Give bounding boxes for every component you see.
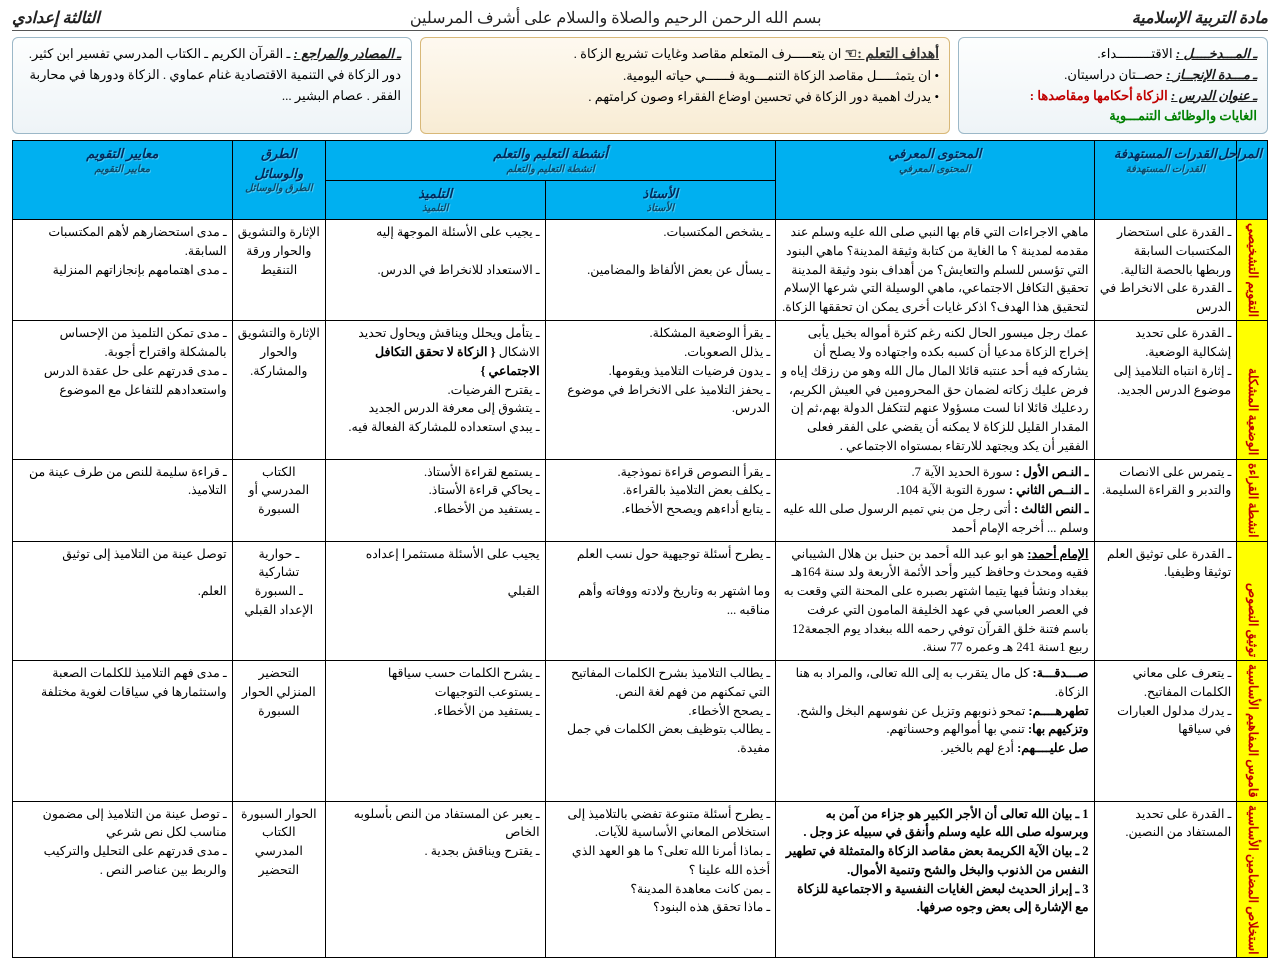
table-row: قاموس المفاهيم الأساسيةـ يتعرف على معاني… (13, 661, 1268, 802)
cell-teacher: ـ يشخص المكتسبات.ـ يسأل عن بعض الألفاظ و… (545, 220, 776, 321)
cell-content: عمك رجل ميسور الحال لكنه رغم كثرة أمواله… (776, 321, 1094, 459)
objective-2: ان يتمثـــــل مقاصد الزكاة التنمـــوية ف… (623, 68, 931, 83)
objectives-title: أهداف التعلم :☜ (845, 47, 939, 62)
cell-method: الحوار السبورة الكتاب المدرسي التحضير (232, 801, 325, 958)
cell-student: ـ يشرح الكلمات حسب سياقهاـ يستوعب التوجي… (325, 661, 545, 802)
th-teacher: الأستاذالأستاذ (545, 180, 776, 220)
cell-method: التحضير المنزلي الحوار السبورة (232, 661, 325, 802)
cell-teacher: ـ يقرأ الوضعية المشكلة.ـ يذلل الصعوبات.ـ… (545, 321, 776, 459)
cell-eval: ـ مدى فهم التلاميذ للكلمات الصعبة واستثم… (13, 661, 233, 802)
cell-method: الكتاب المدرسي أو السبورة (232, 459, 325, 541)
cell-eval: توصل عينة من التلاميذ إلى توثيقالعلم. (13, 541, 233, 661)
cell-teacher: ـ يقرأ النصوص قراءة نموذجية.ـ يكلف بعض ا… (545, 459, 776, 541)
cell-eval: ـ توصل عينة من التلاميذ إلى مضمون مناسب … (13, 801, 233, 958)
th-capacities: القدرات المستهدفةالقدرات المستهدفة (1094, 141, 1237, 220)
cell-cap: ـ القدرة على توثيق العلم توثيقا وظيفيا. (1094, 541, 1237, 661)
cell-eval: ـ مدى استحضارهم لأهم المكتسبات السابقة.ـ… (13, 220, 233, 321)
th-activities: أنشطة التعليم والتعلمانشطة التعليم والتع… (325, 141, 775, 181)
stage-cell: قاموس المفاهيم الأساسية (1237, 661, 1268, 802)
lesson-plan-table: المراحل القدرات المستهدفةالقدرات المستهد… (12, 140, 1268, 958)
stage-cell: انشطة القراءة (1237, 459, 1268, 541)
table-row: توثيق النصوصـ القدرة على توثيق العلم توث… (13, 541, 1268, 661)
val-entry: الاقتـــــــــداء. (1097, 46, 1172, 61)
cell-eval: ـ مدى تمكن التلميذ من الإحساس بالمشكلة و… (13, 321, 233, 459)
cell-cap: ـ يتعرف على معاني الكلمات المفاتيح.ـ يدر… (1094, 661, 1237, 802)
cell-teacher: ـ يطرح أسئلة توجيهية حول نسب العلموما اش… (545, 541, 776, 661)
label-title: ـ عنوان الدرس : (1171, 88, 1257, 103)
cell-cap: ـ القدرة على تحديد المستفاد من النصين. (1094, 801, 1237, 958)
cell-cap: ـ يتمرس على الانصات والتدبر و القراءة ال… (1094, 459, 1237, 541)
th-methods: الطرق والوسائلالطرق والوسائل (232, 141, 325, 220)
cell-content: ماهي الاجراءات التي قام بها النبي صلى ال… (776, 220, 1094, 321)
lesson-meta-box: ـ المـــدخــــل : الاقتـــــــــداء. ـ م… (958, 37, 1268, 134)
objective-1: ان يتعـــــرف المتعلم مقاصد وغايات تشريع… (574, 46, 842, 61)
basmala: بسم الله الرحمن الرحيم والصلاة والسلام ع… (100, 8, 1132, 28)
references-box: ـ المصادر والمراجع : ـ القرآن الكريم ـ ا… (12, 37, 412, 134)
objectives-box: أهداف التعلم :☜ ان يتعـــــرف المتعلم مق… (420, 37, 950, 134)
stage-cell: توثيق النصوص (1237, 541, 1268, 661)
th-content: المحتوى المعرفيالمحتوى المعرفي (776, 141, 1094, 220)
cell-student: ـ يعبر عن المستفاد من النص بأسلوبه الخاص… (325, 801, 545, 958)
val-title: الزكاة أحكامها ومقاصدها : (1030, 88, 1168, 103)
stage-cell: استخلاص المضامين الأساسية (1237, 801, 1268, 958)
level-title: الثالثة إعدادي (12, 8, 100, 28)
cell-method: ـ حوارية تشاركيةـ السبورة الإعداد القبلي (232, 541, 325, 661)
cell-cap: ـ القدرة على تحديد إشكالية الوضعية.ـ إثا… (1094, 321, 1237, 459)
stage-cell: الوضعية المشكلة (1237, 321, 1268, 459)
cell-method: الإثارة والتشويق والحوار ورقة التنقيط (232, 220, 325, 321)
cell-student: ـ يجيب على الأسئلة الموجهة إليهـ الاستعد… (325, 220, 545, 321)
cell-content: ـ النـص الأول : سورة الحديد الآية 7.ـ ال… (776, 459, 1094, 541)
cell-student: ـ يستمع لقراءة الأستاذ.ـ يحاكي قراءة الأ… (325, 459, 545, 541)
header-bar: مادة التربية الإسلامية بسم الله الرحمن ا… (12, 8, 1268, 31)
th-student: التلميذالتلميذ (325, 180, 545, 220)
cell-student: يجيب على الأسئلة مستثمرا إعدادهالقبلي (325, 541, 545, 661)
references-label: ـ المصادر والمراجع : (294, 46, 401, 61)
label-entry: ـ المـــدخــــل : (1176, 46, 1257, 61)
cell-teacher: ـ يطرح أسئلة متنوعة تفضي بالتلاميذ إلى ا… (545, 801, 776, 958)
cell-cap: ـ القدرة على استحضار المكتسبات السابقة و… (1094, 220, 1237, 321)
table-row: استخلاص المضامين الأساسيةـ القدرة على تح… (13, 801, 1268, 958)
stage-cell: التقويم التشخيصي (1237, 220, 1268, 321)
cell-teacher: ـ يطالب التلاميذ بشرح الكلمات المفاتيح ا… (545, 661, 776, 802)
cell-content: الإمام أحمد: هو ابو عبد الله أحمد بن حنب… (776, 541, 1094, 661)
cell-content: 1 ـ بيان الله تعالى أن الأجر الكبير هو ج… (776, 801, 1094, 958)
cell-student: ـ يتأمل ويحلل ويناقش ويحاول تحديد الاشكا… (325, 321, 545, 459)
cell-eval: ـ قراءة سليمة للنص من طرف عينة من التلام… (13, 459, 233, 541)
val-duration: حصــتان دراسيتان. (1064, 67, 1163, 82)
table-row: انشطة القراءةـ يتمرس على الانصات والتدبر… (13, 459, 1268, 541)
th-stage: المراحل (1237, 141, 1268, 220)
label-duration: ـ مـــدة الإنجــاز : (1166, 67, 1257, 82)
objective-3: يدرك اهمية دور الزكاة في تحسين اوضاع الف… (588, 89, 931, 104)
cell-method: الإثارة والتشويق والحوار والمشاركة. (232, 321, 325, 459)
table-row: التقويم التشخيصيـ القدرة على استحضار الم… (13, 220, 1268, 321)
info-boxes: ـ المـــدخــــل : الاقتـــــــــداء. ـ م… (12, 37, 1268, 134)
th-eval: معايير التقويممعايير التقويم (13, 141, 233, 220)
subtitle: الغايات والوظائف التنمـــوية (969, 106, 1257, 127)
table-row: الوضعية المشكلةـ القدرة على تحديد إشكالي… (13, 321, 1268, 459)
cell-content: صـــدقـــة: كل مال يتقرب به إلى الله تعا… (776, 661, 1094, 802)
subject-title: مادة التربية الإسلامية (1132, 8, 1268, 28)
